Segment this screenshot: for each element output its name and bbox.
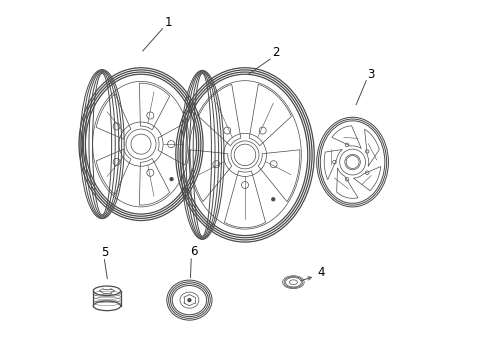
Text: 5: 5 <box>101 246 108 260</box>
Circle shape <box>188 299 191 302</box>
Text: 4: 4 <box>318 266 325 279</box>
Text: 2: 2 <box>272 46 279 59</box>
Text: 3: 3 <box>368 68 375 81</box>
Circle shape <box>170 178 173 180</box>
Circle shape <box>272 198 275 201</box>
Text: 6: 6 <box>191 245 198 258</box>
Text: 1: 1 <box>164 16 172 29</box>
